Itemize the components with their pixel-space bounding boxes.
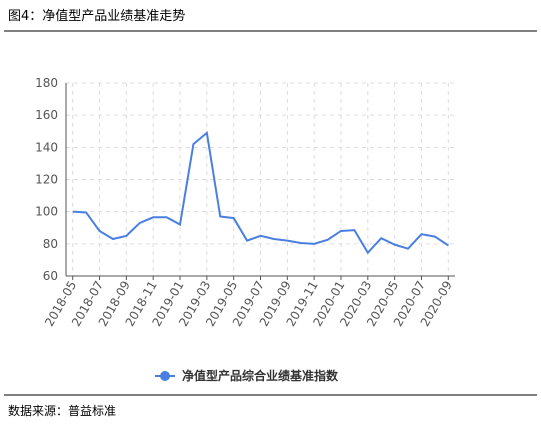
series-line: [72, 130, 449, 255]
y-tick-label: 180: [35, 76, 58, 90]
y-tick-label: 140: [35, 140, 58, 154]
legend-label: 净值型产品综合业绩基准指数: [182, 368, 339, 383]
source: 数据来源：普益标准: [8, 403, 116, 418]
y-tick-label: 80: [43, 237, 58, 251]
y-tick-label: 60: [43, 269, 58, 283]
y-tick-label: 100: [35, 205, 58, 219]
legend-marker: [160, 371, 170, 381]
chart-title: 图4：净值型产品业绩基准走势: [8, 8, 185, 24]
y-tick-label: 120: [35, 173, 58, 187]
y-tick-label: 160: [35, 108, 58, 122]
